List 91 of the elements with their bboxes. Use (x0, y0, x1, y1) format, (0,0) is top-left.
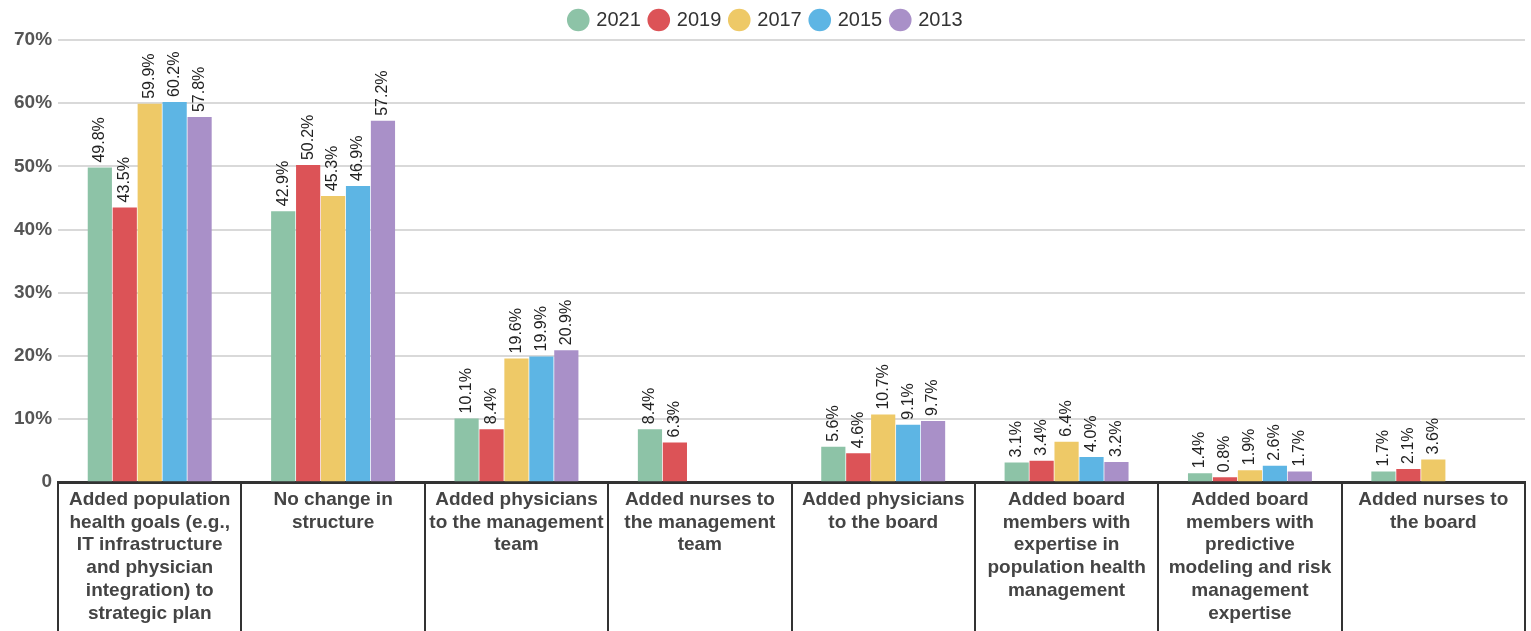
bar (846, 453, 871, 482)
data-label: 57.8% (190, 66, 207, 113)
x-tick-label: Added physicians to the management team (429, 487, 605, 555)
legend-label: 2017 (757, 7, 802, 30)
bar (1004, 462, 1029, 482)
data-label: 6.4% (1056, 400, 1074, 437)
bar (112, 207, 137, 482)
data-label: 8.4% (640, 387, 658, 425)
data-label: 19.9% (531, 306, 549, 352)
bar (1262, 465, 1287, 482)
data-label: 10.1% (456, 368, 474, 414)
data-label: 3.6% (1423, 417, 1441, 455)
bar (479, 429, 504, 482)
legend-label: 2021 (596, 7, 641, 30)
bar (345, 185, 371, 482)
y-tick-label: 50% (14, 154, 53, 176)
data-label: 60.2% (165, 51, 183, 97)
data-label: 20.9% (556, 299, 574, 346)
bar (1104, 461, 1129, 482)
x-tick-label: Added nurses to the board (1358, 487, 1509, 532)
y-tick-label: 0 (41, 470, 53, 492)
data-label: 9.1% (898, 383, 916, 420)
bar (296, 165, 321, 482)
bar (504, 358, 529, 482)
bar (1421, 459, 1446, 482)
bar (1287, 471, 1312, 482)
bar (1054, 441, 1079, 482)
data-label: 8.4% (481, 387, 499, 425)
data-label: 57.2% (373, 70, 391, 116)
y-tick-label: 10% (14, 407, 53, 429)
bar (896, 424, 921, 482)
data-label: 1.4% (1190, 431, 1208, 469)
data-label: 9.7% (923, 379, 941, 416)
data-label: 59.9% (140, 53, 158, 99)
data-label: 1.9% (1240, 428, 1258, 466)
y-tick-label: 60% (14, 91, 53, 113)
bar (137, 103, 162, 482)
data-label: 46.9% (348, 135, 366, 181)
bar (320, 196, 346, 482)
x-tick-label: Added nurses to the management team (624, 487, 776, 555)
data-label: 49.8% (90, 117, 108, 163)
data-label: 4.6% (848, 411, 866, 449)
y-tick-label: 20% (14, 344, 53, 366)
data-label: 1.7% (1373, 429, 1391, 467)
data-label: 3.2% (1106, 420, 1124, 457)
data-label: 2.1% (1398, 427, 1416, 464)
data-label: 50.2% (298, 114, 316, 161)
bar (454, 418, 479, 482)
bar (1237, 470, 1263, 482)
data-label: 1.7% (1290, 429, 1308, 467)
data-label: 42.9% (273, 160, 291, 207)
legend-label: 2013 (918, 7, 963, 30)
bar (1396, 468, 1421, 482)
data-label: 0.8% (1215, 435, 1233, 473)
data-label: 43.5% (115, 157, 133, 203)
x-tick-label: Added board members with predictive modeling and risk management expertise (1168, 487, 1332, 623)
x-tick-label: Added population health goals (e.g., IT infrastructure and physician integration) to strategic plan (68, 487, 231, 623)
bar (821, 446, 846, 482)
y-tick-label: 40% (14, 217, 53, 239)
bar (637, 429, 663, 482)
data-label: 3.1% (1007, 421, 1025, 458)
bar (162, 101, 187, 482)
bar (554, 350, 579, 482)
bar (87, 167, 112, 482)
data-label: 45.3% (323, 145, 341, 192)
bar (1029, 460, 1054, 482)
bar (920, 420, 946, 482)
y-tick-label: 30% (14, 280, 53, 302)
bar (1212, 477, 1238, 482)
data-label: 4.0% (1081, 415, 1099, 452)
x-tick-label: No change in structure (273, 487, 393, 532)
data-label: 3.4% (1032, 419, 1050, 456)
bar (370, 120, 396, 482)
data-label: 10.7% (873, 364, 891, 410)
bar (529, 356, 554, 482)
bar (871, 414, 896, 482)
x-tick-label: Added board members with expertise in population health management (987, 487, 1146, 601)
data-label: 19.6% (506, 308, 524, 354)
bar (662, 442, 687, 482)
y-tick-label: 70% (14, 28, 53, 50)
bar (271, 211, 296, 482)
x-tick-label: Added physicians to the board (801, 487, 965, 532)
bar (187, 117, 212, 482)
legend-label: 2019 (676, 7, 722, 30)
bar (1187, 473, 1213, 482)
data-label: 5.6% (823, 405, 841, 442)
data-label: 2.6% (1265, 424, 1283, 461)
bar (1371, 471, 1396, 482)
bar (1079, 456, 1104, 482)
data-label: 6.3% (665, 400, 683, 438)
legend-label: 2015 (837, 7, 883, 30)
